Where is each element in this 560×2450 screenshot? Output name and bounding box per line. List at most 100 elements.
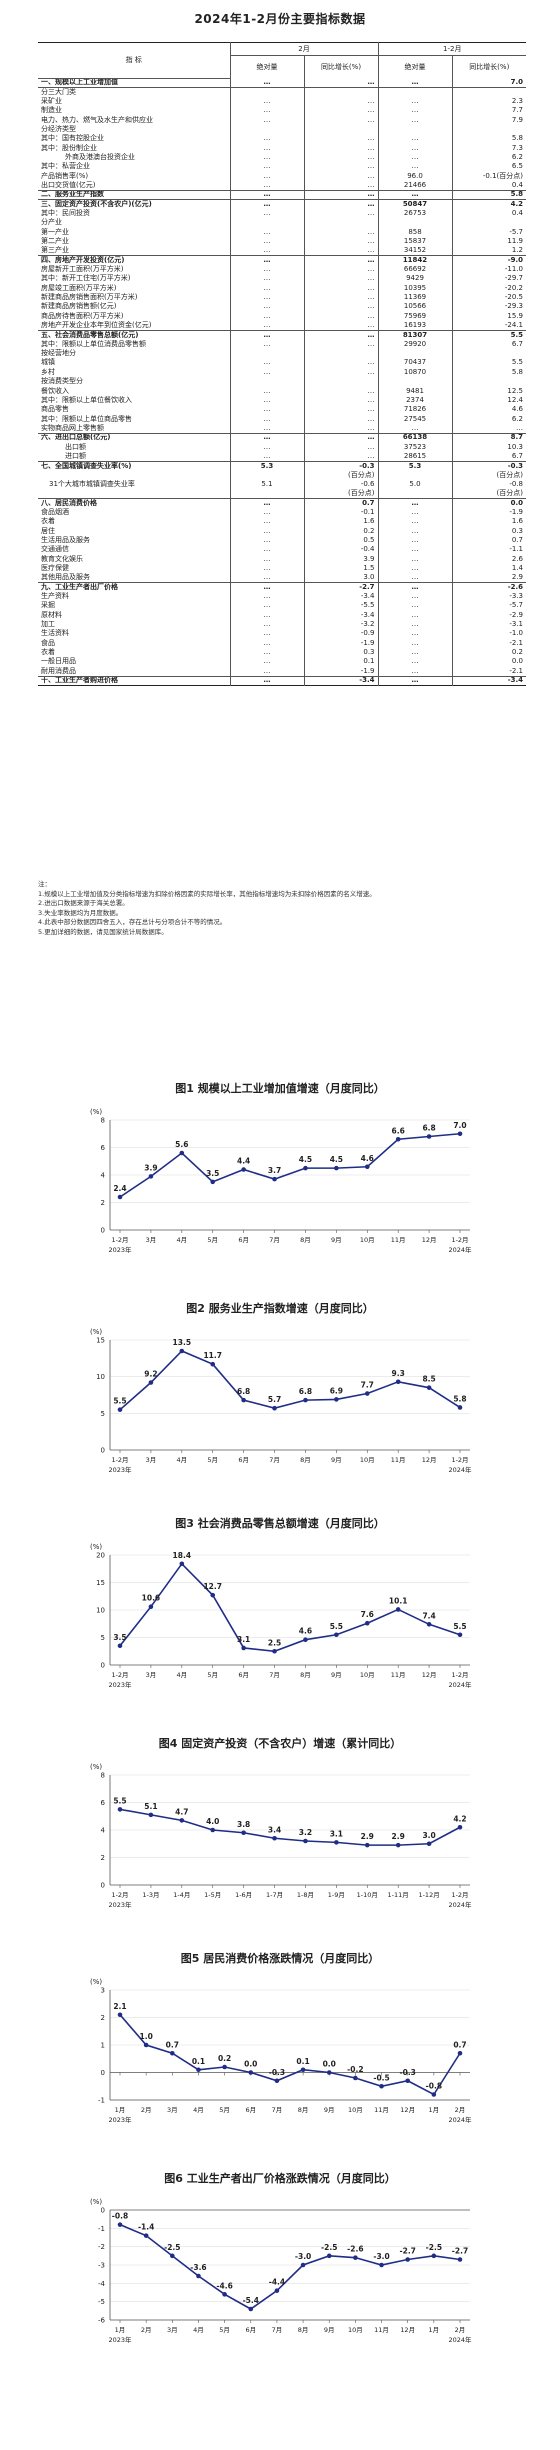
cell-feb-yoy: … (303, 180, 378, 191)
cell-janfeb-abs: … (377, 517, 452, 527)
x-tick-label: 5月 (219, 2326, 230, 2334)
row-label: 教育文化娱乐 (41, 554, 83, 563)
y-tick-label: 15 (96, 1579, 105, 1587)
row-label: 出口额 (65, 442, 86, 451)
cell-feb-abs: … (229, 162, 304, 172)
y-tick-label: -3 (98, 2262, 105, 2270)
data-label: 3.5 (206, 1169, 219, 1178)
line-chart: (%) 0 2 4 6 8 1-2月 1-3月 1-4月 1-5月 1-6月 1-7月 1-8月 1-9月… (90, 1763, 472, 1909)
table-row: 进口额…… 28615 6.7 (38, 451, 526, 462)
cell-janfeb-abs: … (377, 106, 452, 116)
cell-feb-abs: … (229, 143, 304, 153)
data-label: -2.5 (426, 2243, 442, 2252)
cell-janfeb-abs (377, 218, 452, 228)
header-yoy-feb: 同比增长(%) (303, 55, 378, 78)
cell-feb-abs: … (229, 423, 304, 434)
cell-feb-yoy: 0.7 (303, 498, 378, 508)
cell-feb-abs: … (229, 171, 304, 181)
table-row: 第一产业…… 858 -5.7 (38, 227, 526, 237)
chart-title: 图6 工业生产者出厂价格涨跌情况（月度同比） (164, 2172, 396, 2185)
row-label: 其中：新开工住宅(万平方米) (41, 274, 131, 283)
data-point (395, 1842, 401, 1848)
y-axis-unit: (%) (90, 1978, 102, 1986)
y-tick-label: 2 (101, 2014, 105, 2022)
table-row: (百分点) (百分点) (38, 470, 526, 480)
x-tick-label: 4月 (176, 1236, 187, 1244)
table-row: 生活资料… -0.9… -1.0 (38, 629, 526, 639)
cell-feb-yoy: 0.5 (303, 535, 378, 546)
x-tick-label: 7月 (269, 1456, 280, 1464)
cell-janfeb-yoy: 0.4 (451, 208, 526, 219)
cell-janfeb-yoy (451, 218, 526, 228)
table-row: 衣着… 0.3… 0.2 (38, 647, 526, 658)
data-point (143, 2042, 149, 2048)
row-label: 居住 (41, 526, 55, 535)
row-label: 制造业 (41, 106, 62, 115)
data-point (179, 1818, 185, 1823)
footnote-line: 5.更加详细的数据，请见国家统计局数据库。 (38, 927, 168, 936)
cell-janfeb-abs: … (377, 190, 452, 200)
cell-janfeb-abs: 70437 (377, 358, 452, 368)
data-point (272, 1405, 277, 1411)
x-tick-label: 1月 (429, 2326, 440, 2334)
table-row: 乡村…… 10870 5.8 (38, 367, 526, 377)
cell-janfeb-yoy: -0.1(百分点) (451, 171, 526, 181)
x-tick-label: 5月 (219, 2106, 230, 2114)
x-tick-label: 1月 (429, 2106, 440, 2114)
cell-feb-abs: … (229, 302, 304, 312)
data-point (334, 1397, 339, 1402)
row-label: 衣着 (41, 517, 55, 526)
table-row: 五、社会消费品零售总额(亿元)…… 81307 5.5 (38, 330, 526, 340)
x-tick-label: 10月 (348, 2106, 363, 2114)
cell-feb-abs: … (229, 96, 304, 107)
cell-feb-yoy: … (303, 134, 378, 144)
x-tick-label: 9月 (331, 1236, 342, 1244)
data-point (222, 2292, 227, 2297)
table-row: 一般日用品… 0.1… 0.0 (38, 657, 526, 667)
year-label: 2024年 (448, 1900, 472, 1909)
cell-janfeb-yoy: 5.5 (451, 358, 526, 368)
y-tick-label: 6 (101, 1799, 106, 1807)
table-row: 六、进出口总额(亿元)…… 66138 8.7 (38, 433, 526, 443)
header-yoy-janfeb: 同比增长(%) (451, 55, 526, 78)
cell-feb-yoy: … (303, 171, 378, 181)
table-row: 加工… -3.2… -3.1 (38, 619, 526, 630)
data-point (364, 1842, 370, 1848)
data-point (210, 1827, 216, 1833)
table-row: 其中：限额以上单位餐饮收入…… 2374 12.4 (38, 395, 526, 406)
cell-janfeb-abs: 11842 (377, 255, 452, 265)
x-tick-label: 12月 (422, 1456, 437, 1464)
cell-janfeb-abs: 81307 (377, 330, 452, 340)
cell-feb-abs: … (229, 676, 304, 686)
cell-feb-abs: … (229, 339, 304, 349)
table-row: 居住… 0.2… 0.3 (38, 526, 526, 536)
cell-feb-yoy: … (303, 255, 378, 265)
x-tick-label: 2月 (455, 2326, 466, 2334)
table-row: 四、房地产开发投资(亿元)…… 11842 -9.0 (38, 255, 526, 265)
table-row: 其中：新开工住宅(万平方米)…… 9429 -29.7 (38, 274, 526, 284)
cell-janfeb-yoy: 2.3 (451, 96, 526, 107)
series-line (119, 1808, 461, 1846)
x-tick-label: 8月 (300, 1456, 311, 1464)
row-label: 六、进出口总额(亿元) (41, 433, 111, 442)
cell-feb-abs: … (229, 106, 304, 116)
row-label: 分经济类型 (41, 124, 76, 133)
year-label: 2024年 (448, 1465, 472, 1474)
cell-janfeb-yoy: (百分点) (451, 470, 526, 480)
cell-feb-abs: … (229, 115, 304, 125)
table-row: 第二产业…… 15837 11.9 (38, 236, 526, 247)
data-label: -2.5 (164, 2243, 180, 2252)
header-jan-feb: 1-2月 (377, 42, 526, 56)
table-row: 医疗保健… 1.5… 1.4 (38, 563, 526, 574)
cell-feb-yoy: -0.3 (303, 461, 378, 471)
cell-feb-yoy: (百分点) (303, 489, 378, 499)
x-tick-label: 3月 (167, 2326, 178, 2334)
x-tick-label: 12月 (422, 1236, 437, 1244)
cell-feb-abs: … (229, 610, 304, 620)
data-label: 5.5 (113, 1796, 126, 1805)
data-point (148, 1812, 154, 1818)
data-label: 0.7 (453, 2040, 466, 2049)
data-label: 2.9 (361, 1832, 374, 1841)
data-label: -2.6 (347, 2245, 363, 2254)
cell-janfeb-yoy: -2.6 (451, 582, 526, 592)
